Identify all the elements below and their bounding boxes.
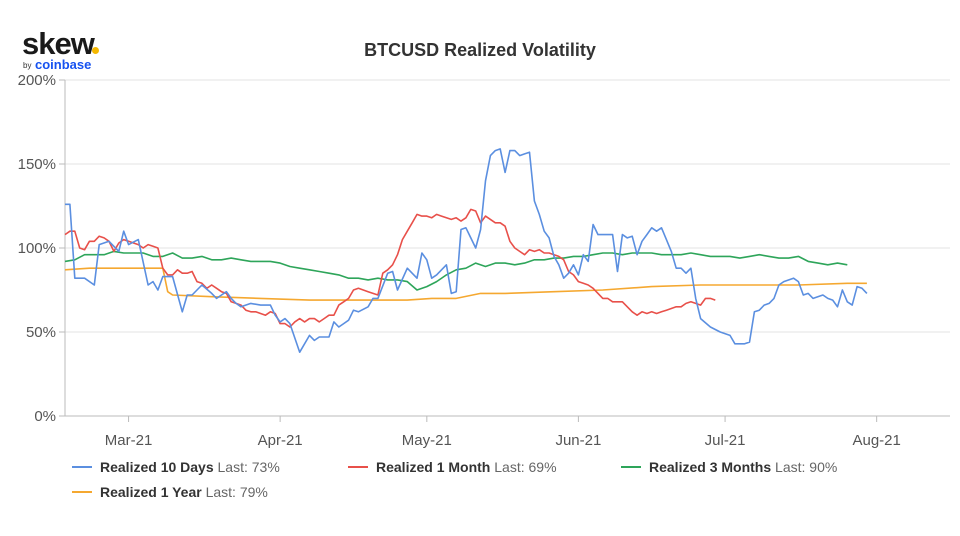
legend-swatch bbox=[72, 466, 92, 469]
legend-last-label: Last: bbox=[205, 484, 236, 500]
legend-item-realized-10-days[interactable]: Realized 10 Days Last: 73% bbox=[72, 459, 280, 475]
logo-by-text: by bbox=[23, 61, 32, 70]
logo-partner-text: coinbase bbox=[35, 57, 92, 72]
legend-last-value: 69% bbox=[528, 459, 557, 475]
legend-item-realized-3-months[interactable]: Realized 3 Months Last: 90% bbox=[621, 459, 837, 475]
legend-last-value: 90% bbox=[809, 459, 838, 475]
chart-title: BTCUSD Realized Volatility bbox=[364, 40, 596, 60]
legend-last-value: 79% bbox=[239, 484, 268, 500]
series-line-realized-1-month[interactable] bbox=[64, 208, 716, 328]
y-axis-ticks: 0% 50% 100% 150% 200% bbox=[18, 72, 65, 425]
series-layer bbox=[64, 148, 868, 353]
legend-swatch bbox=[72, 491, 92, 494]
x-tick-label: Apr-21 bbox=[258, 432, 303, 449]
logo-dot bbox=[92, 47, 99, 54]
x-axis-ticks: Mar-21 Apr-21 May-21 Jun-21 Jul-21 Aug-21 bbox=[105, 416, 901, 449]
skew-coinbase-logo: skew by coinbase bbox=[22, 28, 112, 76]
legend-swatch bbox=[621, 466, 641, 469]
y-tick-label: 100% bbox=[18, 240, 56, 257]
series-line-realized-3-months[interactable] bbox=[64, 250, 848, 291]
x-tick-label: Mar-21 bbox=[105, 432, 153, 449]
legend-swatch bbox=[348, 466, 368, 469]
legend-last-label: Last: bbox=[775, 459, 806, 475]
legend-series-name: Realized 1 Month bbox=[376, 459, 491, 475]
legend-series-name: Realized 3 Months bbox=[649, 459, 772, 475]
legend-series-name: Realized 10 Days bbox=[100, 459, 214, 475]
x-tick-label: Aug-21 bbox=[852, 432, 900, 449]
legend-last-label: Last: bbox=[494, 459, 525, 475]
y-tick-label: 0% bbox=[34, 408, 56, 425]
legend-item-realized-1-month[interactable]: Realized 1 Month Last: 69% bbox=[348, 459, 557, 475]
logo-brand-text: skew bbox=[22, 26, 95, 61]
x-tick-label: Jun-21 bbox=[555, 432, 601, 449]
x-tick-label: May-21 bbox=[402, 432, 452, 449]
y-tick-label: 200% bbox=[18, 72, 56, 89]
series-line-realized-10-days[interactable] bbox=[65, 148, 868, 353]
y-tick-label: 150% bbox=[18, 156, 56, 173]
series-line-realized-1-year[interactable] bbox=[64, 267, 867, 301]
gridlines bbox=[65, 79, 950, 333]
y-tick-label: 50% bbox=[26, 324, 56, 341]
legend-last-label: Last: bbox=[217, 459, 248, 475]
legend-series-name: Realized 1 Year bbox=[100, 484, 202, 500]
legend-last-value: 73% bbox=[251, 459, 280, 475]
legend-item-realized-1-year[interactable]: Realized 1 Year Last: 79% bbox=[72, 484, 268, 500]
x-tick-label: Jul-21 bbox=[705, 432, 746, 449]
